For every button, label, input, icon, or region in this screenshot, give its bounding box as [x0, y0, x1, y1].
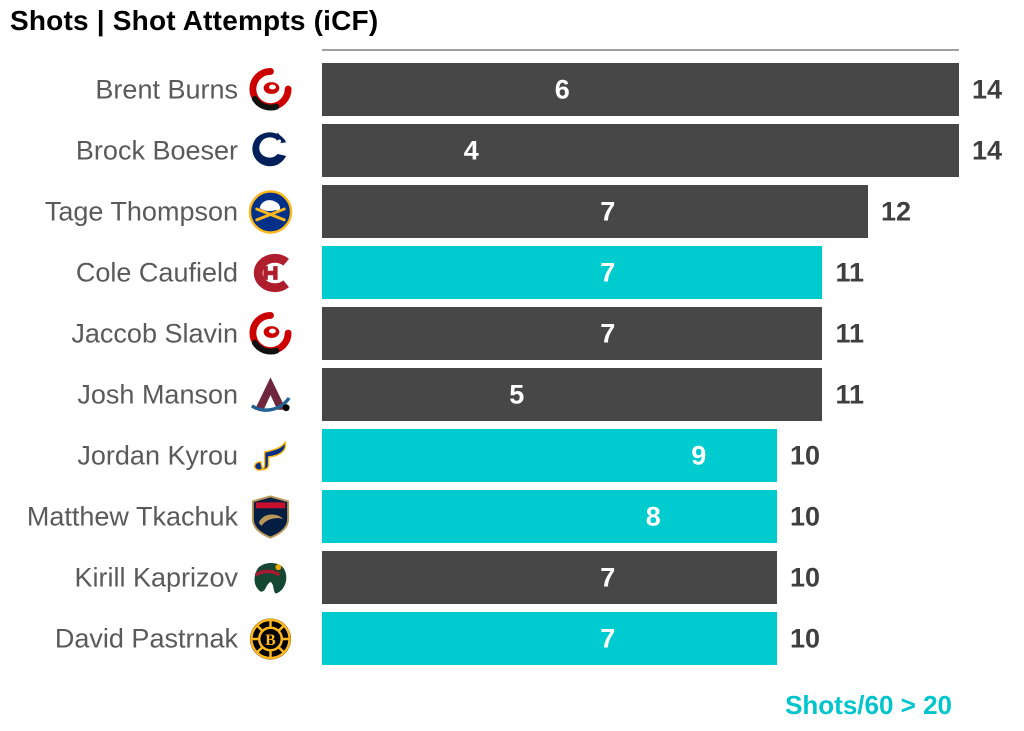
player-name: Tage Thompson — [44, 196, 238, 226]
shots-value-label: 8 — [645, 501, 661, 531]
player-row: Brent Burns 6 14 — [0, 59, 1024, 120]
attempts-value-label: 10 — [790, 501, 821, 531]
bar-track: 6 14 — [322, 63, 1002, 116]
attempts-value-label: 14 — [972, 74, 1003, 104]
shots-value-label: 4 — [463, 135, 479, 165]
bar-track: 9 10 — [322, 429, 959, 482]
player-row: Kirill Kaprizov 7 10 — [0, 547, 1024, 608]
shots-value-label: 7 — [600, 196, 616, 226]
player-row: Jaccob Slavin 7 11 — [0, 303, 1024, 364]
shots-value-label: 9 — [691, 440, 707, 470]
bar-track: 7 11 — [322, 307, 959, 360]
carolina-hurricanes-logo — [247, 310, 294, 357]
carolina-hurricanes-logo — [247, 66, 294, 113]
icf-bar: 8 — [322, 490, 777, 543]
montreal-canadiens-logo — [247, 249, 294, 296]
attempts-value-label: 12 — [880, 196, 912, 226]
shots-value-label: 6 — [554, 74, 570, 104]
st-louis-blues-logo — [247, 432, 294, 479]
boston-bruins-logo: B — [247, 615, 294, 662]
shots-value-label: 7 — [600, 257, 616, 287]
attempts-value-label: 11 — [835, 318, 865, 348]
icf-bar: 6 — [322, 63, 959, 116]
bar-track: 4 14 — [322, 124, 1002, 177]
icf-bar: 7 — [322, 185, 868, 238]
player-row: Brock Boeser 4 14 — [0, 120, 1024, 181]
player-row: Matthew Tkachuk 8 10 — [0, 486, 1024, 547]
attempts-value-label: 14 — [972, 135, 1003, 165]
player-row: Cole Caufield 7 11 — [0, 242, 1024, 303]
attempts-value-label: 11 — [835, 257, 865, 287]
player-row: David Pastrnak B 7 10 — [0, 608, 1024, 669]
icf-bar: 7 — [322, 307, 823, 360]
shots-value-label: 7 — [600, 623, 616, 653]
icf-bar: 4 — [322, 124, 959, 177]
chart-title: Shots | Shot Attempts (iCF) — [10, 5, 379, 36]
player-name: David Pastrnak — [54, 623, 238, 653]
attempts-value-label: 10 — [790, 623, 821, 653]
player-row: Tage Thompson 7 12 — [0, 181, 1024, 242]
attempts-value-label: 10 — [790, 562, 821, 592]
icf-bar: 5 — [322, 368, 823, 421]
vancouver-canucks-logo — [247, 127, 294, 174]
bar-track: 7 10 — [322, 612, 959, 665]
shots-value-label: 5 — [509, 379, 525, 409]
player-name: Jaccob Slavin — [71, 318, 238, 348]
bar-track: 7 10 — [322, 551, 959, 604]
player-name: Kirill Kaprizov — [74, 562, 238, 592]
player-name: Josh Manson — [77, 379, 238, 409]
attempts-value-label: 10 — [790, 440, 821, 470]
player-name: Matthew Tkachuk — [26, 501, 238, 531]
bar-track: 7 12 — [322, 185, 959, 238]
player-row: Jordan Kyrou 9 10 — [0, 425, 1024, 486]
icf-bar: 9 — [322, 429, 777, 482]
bar-track: 5 11 — [322, 368, 959, 421]
svg-text:B: B — [265, 631, 275, 648]
legend-note: Shots/60 > 20 — [785, 690, 952, 720]
shots-value-label: 7 — [600, 562, 616, 592]
icf-bar: 7 — [322, 612, 777, 665]
shots-value-label: 7 — [600, 318, 616, 348]
player-name: Brock Boeser — [75, 135, 238, 165]
plot-top-spine — [322, 49, 959, 51]
chart-rows: Brent Burns 6 14 Brock Boeser 4 14 Tage Thomps… — [0, 59, 1024, 669]
player-row: Josh Manson 5 11 — [0, 364, 1024, 425]
attempts-value-label: 11 — [835, 379, 865, 409]
icf-bar: 7 — [322, 246, 823, 299]
minnesota-wild-logo — [247, 554, 294, 601]
player-name: Brent Burns — [95, 74, 238, 104]
icf-bar: 7 — [322, 551, 777, 604]
player-name: Cole Caufield — [75, 257, 238, 287]
player-name: Jordan Kyrou — [77, 440, 238, 470]
colorado-avalanche-logo — [247, 371, 294, 418]
buffalo-sabres-logo — [247, 188, 294, 235]
florida-panthers-logo — [247, 493, 294, 540]
bar-track: 8 10 — [322, 490, 959, 543]
bar-track: 7 11 — [322, 246, 959, 299]
